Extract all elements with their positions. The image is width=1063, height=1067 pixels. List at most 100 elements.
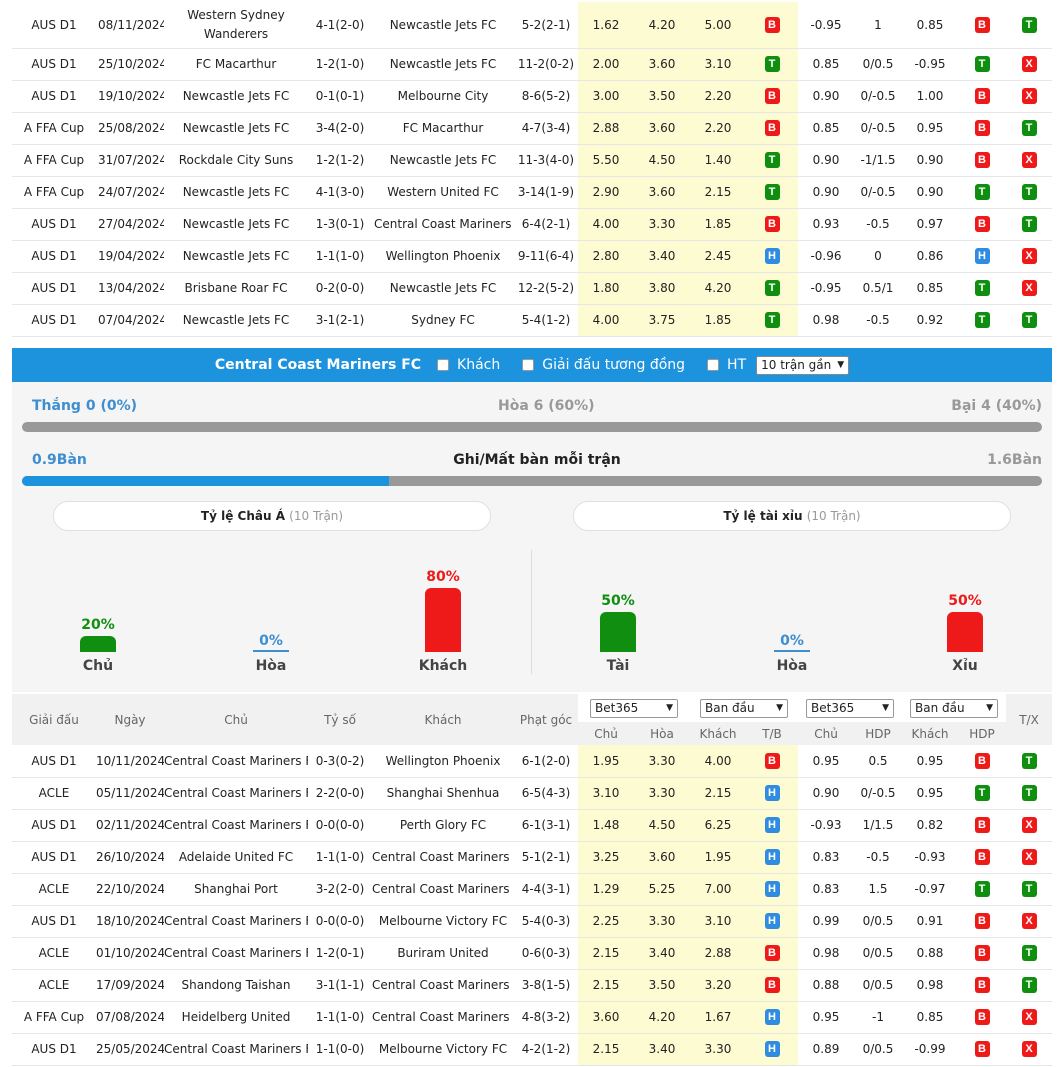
- league-cell[interactable]: AUS D1: [12, 48, 96, 81]
- recent-matches-select[interactable]: 10 trận gần ▼: [756, 355, 850, 375]
- league-cell[interactable]: A FFA Cup: [12, 1001, 96, 1034]
- corner-cell: 5-4(1-2): [514, 304, 578, 337]
- odds-away: 2.20: [690, 112, 746, 145]
- same-league-checkbox[interactable]: [522, 359, 535, 371]
- odds-home: 1.80: [578, 272, 634, 305]
- away-team[interactable]: Central Coast Mariners FC: [372, 873, 514, 906]
- away-team[interactable]: Melbourne City: [372, 80, 514, 113]
- league-cell[interactable]: AUS D1: [12, 272, 96, 305]
- league-cell[interactable]: AUS D1: [12, 745, 96, 778]
- league-cell[interactable]: AUS D1: [12, 80, 96, 113]
- home-team[interactable]: Rockdale City Suns: [164, 144, 308, 177]
- home-team[interactable]: Newcastle Jets FC: [164, 240, 308, 273]
- away-team[interactable]: Wellington Phoenix: [372, 240, 514, 273]
- away-team[interactable]: Melbourne Victory FC: [372, 1033, 514, 1066]
- hdp-away: 0.91: [902, 905, 958, 938]
- score-cell[interactable]: 3-1(1-1): [308, 969, 372, 1002]
- score-cell[interactable]: 3-2(2-0): [308, 873, 372, 906]
- league-cell[interactable]: AUS D1: [12, 809, 96, 842]
- away-team[interactable]: Buriram United: [372, 937, 514, 970]
- league-cell[interactable]: A FFA Cup: [12, 176, 96, 209]
- score-cell[interactable]: 0-1(0-1): [308, 80, 372, 113]
- home-team[interactable]: Newcastle Jets FC: [164, 208, 308, 241]
- score-cell[interactable]: 0-0(0-0): [308, 905, 372, 938]
- score-cell[interactable]: 4-1(3-0): [308, 176, 372, 209]
- away-team[interactable]: Newcastle Jets FC: [372, 48, 514, 81]
- col-score: Tỷ số: [308, 694, 372, 745]
- score-cell[interactable]: 1-1(0-0): [308, 1033, 372, 1066]
- away-team[interactable]: Central Coast Mariners FC: [372, 208, 514, 241]
- home-team[interactable]: Central Coast Mariners FC: [164, 1033, 308, 1066]
- score-cell[interactable]: 0-3(0-2): [308, 745, 372, 778]
- home-team[interactable]: Shandong Taishan: [164, 969, 308, 1002]
- home-team[interactable]: Central Coast Mariners FC: [164, 905, 308, 938]
- bookmaker-select-1[interactable]: Bet365 ▼: [590, 698, 678, 718]
- score-cell[interactable]: 2-2(0-0): [308, 777, 372, 810]
- home-team[interactable]: Adelaide United FC: [164, 841, 308, 874]
- league-cell[interactable]: AUS D1: [12, 208, 96, 241]
- away-team[interactable]: Central Coast Mariners FC: [372, 841, 514, 874]
- home-team[interactable]: Heidelberg United: [164, 1001, 308, 1034]
- away-team[interactable]: Perth Glory FC: [372, 809, 514, 842]
- ou-result-badge: T: [1021, 120, 1037, 136]
- home-team[interactable]: Western Sydney Wanderers: [164, 2, 308, 49]
- table-row: A FFA Cup 31/07/2024 Rockdale City Suns 1-2…: [12, 144, 1052, 177]
- asian-handicap-pill: Tỷ lệ Châu Á (10 Trận): [53, 501, 491, 531]
- away-team[interactable]: Shanghai Shenhua: [372, 777, 514, 810]
- odds-type-select-2[interactable]: Ban đầu ▼: [910, 698, 998, 718]
- league-cell[interactable]: AUS D1: [12, 841, 96, 874]
- league-cell[interactable]: AUS D1: [12, 2, 96, 49]
- league-cell[interactable]: AUS D1: [12, 905, 96, 938]
- home-team[interactable]: Shanghai Port: [164, 873, 308, 906]
- date-cell: 05/11/2024: [96, 777, 164, 810]
- score-cell[interactable]: 4-1(2-0): [308, 2, 372, 49]
- home-team[interactable]: Newcastle Jets FC: [164, 112, 308, 145]
- home-team[interactable]: Central Coast Mariners FC: [164, 809, 308, 842]
- away-team[interactable]: Central Coast Mariners FC: [372, 1001, 514, 1034]
- score-cell[interactable]: 1-3(0-1): [308, 208, 372, 241]
- odds-type-select-1[interactable]: Ban đầu ▼: [700, 698, 788, 718]
- league-cell[interactable]: ACLE: [12, 969, 96, 1002]
- away-team[interactable]: Newcastle Jets FC: [372, 2, 514, 49]
- score-cell[interactable]: 1-1(1-0): [308, 841, 372, 874]
- score-cell[interactable]: 3-4(2-0): [308, 112, 372, 145]
- home-team[interactable]: Central Coast Mariners FC: [164, 777, 308, 810]
- home-team[interactable]: Central Coast Mariners FC: [164, 745, 308, 778]
- away-team[interactable]: Sydney FC: [372, 304, 514, 337]
- league-cell[interactable]: AUS D1: [12, 1033, 96, 1066]
- score-cell[interactable]: 1-2(1-0): [308, 48, 372, 81]
- ht-checkbox[interactable]: [707, 359, 720, 371]
- home-team[interactable]: Newcastle Jets FC: [164, 304, 308, 337]
- bookmaker-select-2[interactable]: Bet365 ▼: [806, 698, 894, 718]
- away-team[interactable]: Western United FC: [372, 176, 514, 209]
- date-cell: 26/10/2024: [96, 841, 164, 874]
- away-team[interactable]: Newcastle Jets FC: [372, 272, 514, 305]
- away-team[interactable]: Melbourne Victory FC: [372, 905, 514, 938]
- home-team[interactable]: Central Coast Mariners FC: [164, 937, 308, 970]
- score-cell[interactable]: 1-2(1-2): [308, 144, 372, 177]
- home-team[interactable]: Newcastle Jets FC: [164, 80, 308, 113]
- away-checkbox[interactable]: [437, 359, 450, 371]
- score-cell[interactable]: 3-1(2-1): [308, 304, 372, 337]
- score-cell[interactable]: 1-2(0-1): [308, 937, 372, 970]
- away-team[interactable]: Wellington Phoenix: [372, 745, 514, 778]
- league-cell[interactable]: AUS D1: [12, 240, 96, 273]
- league-cell[interactable]: ACLE: [12, 937, 96, 970]
- score-cell[interactable]: 0-2(0-0): [308, 272, 372, 305]
- league-cell[interactable]: AUS D1: [12, 304, 96, 337]
- score-cell[interactable]: 1-1(1-0): [308, 240, 372, 273]
- hdp-result-badge: B: [974, 152, 990, 168]
- league-cell[interactable]: ACLE: [12, 777, 96, 810]
- ou-result-badge: X: [1021, 913, 1037, 929]
- league-cell[interactable]: ACLE: [12, 873, 96, 906]
- home-team[interactable]: FC Macarthur: [164, 48, 308, 81]
- away-team[interactable]: Newcastle Jets FC: [372, 144, 514, 177]
- away-team[interactable]: Central Coast Mariners FC: [372, 969, 514, 1002]
- home-team[interactable]: Brisbane Roar FC: [164, 272, 308, 305]
- league-cell[interactable]: A FFA Cup: [12, 144, 96, 177]
- league-cell[interactable]: A FFA Cup: [12, 112, 96, 145]
- score-cell[interactable]: 1-1(1-0): [308, 1001, 372, 1034]
- home-team[interactable]: Newcastle Jets FC: [164, 176, 308, 209]
- score-cell[interactable]: 0-0(0-0): [308, 809, 372, 842]
- away-team[interactable]: FC Macarthur: [372, 112, 514, 145]
